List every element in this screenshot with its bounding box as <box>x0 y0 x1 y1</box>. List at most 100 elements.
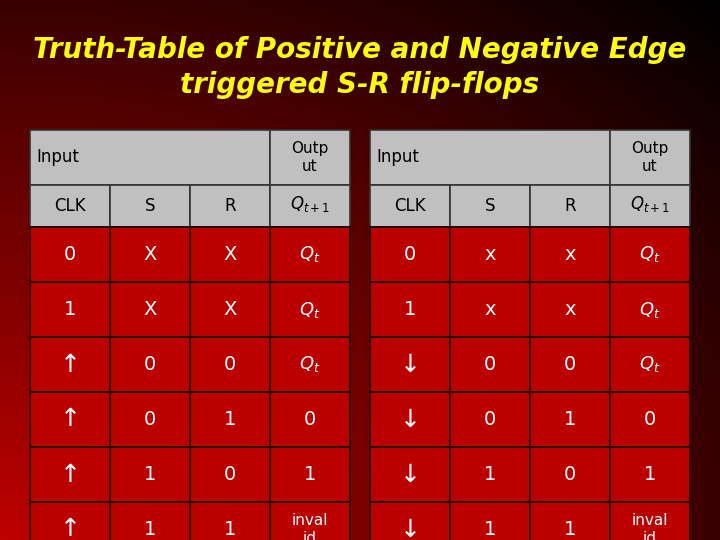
Bar <box>110 447 190 502</box>
Bar <box>110 185 190 227</box>
Bar <box>270 447 350 502</box>
Bar <box>370 447 450 502</box>
Text: x: x <box>564 245 576 264</box>
Text: 1: 1 <box>64 300 76 319</box>
Text: 0: 0 <box>64 245 76 264</box>
Bar <box>30 502 110 540</box>
Bar <box>370 502 450 540</box>
Text: $Q_t$: $Q_t$ <box>639 300 661 320</box>
Bar <box>190 502 270 540</box>
Text: ↑: ↑ <box>60 353 81 376</box>
Text: 0: 0 <box>644 410 656 429</box>
Text: $Q_{t+1}$: $Q_{t+1}$ <box>290 194 330 214</box>
Bar <box>270 185 350 227</box>
Text: 1: 1 <box>404 300 416 319</box>
Bar <box>370 337 450 392</box>
Text: 0: 0 <box>144 410 156 429</box>
Text: x: x <box>485 245 496 264</box>
Text: X: X <box>223 245 237 264</box>
Text: x: x <box>485 300 496 319</box>
Bar <box>450 392 530 447</box>
Bar <box>190 282 270 337</box>
Text: 1: 1 <box>484 465 496 484</box>
Bar <box>450 282 530 337</box>
Bar <box>190 227 270 282</box>
Text: 0: 0 <box>224 355 236 374</box>
Text: $Q_t$: $Q_t$ <box>639 354 661 375</box>
Text: 1: 1 <box>644 465 656 484</box>
Bar <box>270 130 350 185</box>
Bar <box>30 282 110 337</box>
Text: ↓: ↓ <box>400 517 420 540</box>
Text: ↓: ↓ <box>400 408 420 431</box>
Text: Outp
ut: Outp ut <box>631 141 669 174</box>
Bar <box>190 392 270 447</box>
Text: 1: 1 <box>224 520 236 539</box>
Bar <box>370 130 610 185</box>
Text: 1: 1 <box>224 410 236 429</box>
Bar <box>110 392 190 447</box>
Bar <box>610 282 690 337</box>
Text: 1: 1 <box>144 465 156 484</box>
Text: 0: 0 <box>484 410 496 429</box>
Text: 1: 1 <box>564 410 576 429</box>
Bar <box>610 130 690 185</box>
Text: Truth-Table of Positive and Negative Edge: Truth-Table of Positive and Negative Edg… <box>33 36 687 64</box>
Bar <box>110 282 190 337</box>
Bar <box>30 447 110 502</box>
Text: X: X <box>223 300 237 319</box>
Bar <box>270 227 350 282</box>
Text: ↓: ↓ <box>400 353 420 376</box>
Bar <box>190 185 270 227</box>
Bar <box>610 337 690 392</box>
Bar <box>450 502 530 540</box>
Bar <box>190 447 270 502</box>
Text: Input: Input <box>376 148 419 166</box>
Text: $Q_t$: $Q_t$ <box>639 245 661 265</box>
Text: $Q_t$: $Q_t$ <box>300 354 320 375</box>
Text: 0: 0 <box>564 355 576 374</box>
Bar <box>610 227 690 282</box>
Bar <box>610 392 690 447</box>
Bar <box>110 337 190 392</box>
Bar <box>450 185 530 227</box>
Bar <box>370 282 450 337</box>
Text: $Q_t$: $Q_t$ <box>300 245 320 265</box>
Text: X: X <box>143 245 157 264</box>
Bar <box>450 227 530 282</box>
Text: ↓: ↓ <box>400 462 420 487</box>
Bar <box>370 392 450 447</box>
Text: ↑: ↑ <box>60 462 81 487</box>
Text: CLK: CLK <box>54 197 86 215</box>
Text: $Q_t$: $Q_t$ <box>300 300 320 320</box>
Bar <box>270 282 350 337</box>
Bar <box>110 227 190 282</box>
Bar <box>530 337 610 392</box>
Bar <box>530 227 610 282</box>
Text: inval
id: inval id <box>292 514 328 540</box>
Text: triggered S-R flip-flops: triggered S-R flip-flops <box>181 71 539 99</box>
Text: CLK: CLK <box>394 197 426 215</box>
Bar <box>610 502 690 540</box>
Text: inval
id: inval id <box>631 514 668 540</box>
Bar <box>370 185 450 227</box>
Text: Outp
ut: Outp ut <box>292 141 329 174</box>
Text: S: S <box>485 197 495 215</box>
Text: ↑: ↑ <box>60 408 81 431</box>
Bar <box>30 130 270 185</box>
Text: 1: 1 <box>484 520 496 539</box>
Bar <box>530 502 610 540</box>
Bar <box>530 447 610 502</box>
Text: 0: 0 <box>144 355 156 374</box>
Bar <box>530 185 610 227</box>
Text: $Q_{t+1}$: $Q_{t+1}$ <box>630 194 670 214</box>
Bar <box>610 447 690 502</box>
Bar <box>30 185 110 227</box>
Text: X: X <box>143 300 157 319</box>
Bar <box>610 185 690 227</box>
Bar <box>30 392 110 447</box>
Bar <box>370 227 450 282</box>
Bar <box>270 392 350 447</box>
Bar <box>530 282 610 337</box>
Bar <box>110 502 190 540</box>
